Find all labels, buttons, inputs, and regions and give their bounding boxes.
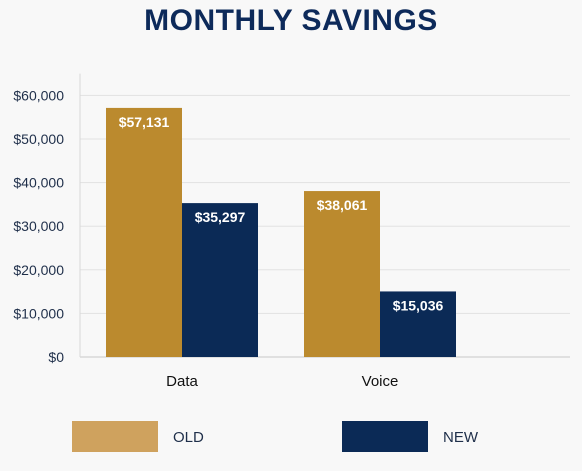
- chart-title: MONTHLY SAVINGS: [144, 4, 438, 37]
- bar-old-voice: [304, 191, 380, 357]
- data-label: $38,061: [317, 197, 368, 213]
- legend-swatch-new: [342, 421, 428, 452]
- x-tick-label: Voice: [362, 373, 399, 390]
- y-tick-label: $10,000: [13, 305, 64, 321]
- data-label: $57,131: [119, 114, 170, 130]
- y-tick-label: $0: [48, 349, 64, 365]
- data-label: $15,036: [393, 297, 444, 313]
- bar-new-data: [182, 203, 258, 357]
- legend-swatch-old: [72, 421, 158, 452]
- bar-old-data: [106, 107, 182, 357]
- data-label: $35,297: [195, 209, 246, 225]
- bar-new-voice: [380, 291, 456, 357]
- y-tick-label: $50,000: [13, 131, 64, 147]
- legend-label-old: OLD: [173, 429, 204, 446]
- y-tick-label: $20,000: [13, 262, 64, 278]
- legend-label-new: NEW: [443, 429, 479, 446]
- y-tick-label: $30,000: [13, 218, 64, 234]
- y-tick-label: $60,000: [13, 87, 64, 103]
- y-tick-label: $40,000: [13, 175, 64, 191]
- x-tick-label: Data: [166, 373, 198, 390]
